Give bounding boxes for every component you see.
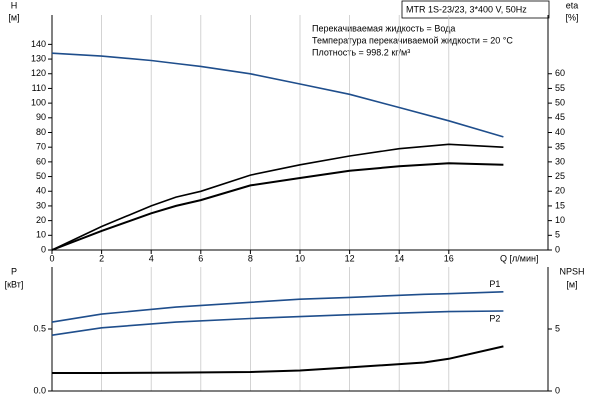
- x-tick-label: 4: [149, 253, 154, 263]
- info-text: MTR 1S-23/23, 3*400 V, 50Hz: [406, 4, 527, 14]
- curve: [52, 345, 504, 374]
- y2-axis-label: NPSH: [559, 266, 584, 276]
- y-axis-label: P: [11, 266, 17, 276]
- y-axis-unit: [кВт]: [5, 279, 24, 289]
- curve: [51, 143, 504, 251]
- x-tick-label: 16: [444, 253, 454, 263]
- y2-tick-label: 40: [555, 127, 565, 137]
- x-axis-label: Q [л/мин]: [500, 253, 538, 263]
- y-tick-label: 60: [36, 156, 46, 166]
- y-tick-label: 70: [36, 142, 46, 152]
- y2-axis-label: eta: [566, 0, 579, 10]
- y2-axis-unit: [%]: [565, 12, 578, 22]
- y-axis-unit: [м]: [8, 12, 19, 22]
- y-tick-label: 100: [31, 98, 46, 108]
- y2-tick-label: 50: [555, 98, 565, 108]
- x-tick-label: 14: [394, 253, 404, 263]
- series-label: P1: [489, 279, 500, 289]
- annotation: Температура перекачиваемой жидкости = 20…: [312, 35, 513, 45]
- x-tick-label: 8: [248, 253, 253, 263]
- annotation: Плотность = 998.2 кг/м³: [312, 47, 410, 57]
- y-tick-label: 130: [31, 53, 46, 63]
- y-axis-label: H: [11, 0, 18, 10]
- y2-tick-label: 25: [555, 171, 565, 181]
- y-tick-label: 30: [36, 200, 46, 210]
- y2-tick-label: 60: [555, 68, 565, 78]
- curve: [51, 291, 504, 323]
- y-tick-label: 20: [36, 215, 46, 225]
- curve: [51, 310, 504, 336]
- y-tick-label: 140: [31, 39, 46, 49]
- y-tick-label: 0.0: [33, 385, 46, 395]
- y2-axis-unit: [м]: [566, 279, 577, 289]
- info-box: [401, 0, 550, 19]
- x-tick-label: 2: [99, 253, 104, 263]
- y2-tick-label: 30: [555, 156, 565, 166]
- y2-tick-label: 45: [555, 112, 565, 122]
- annotation: Перекачиваемая жидкость = Вода: [312, 23, 455, 33]
- series-label: P2: [489, 313, 500, 323]
- x-tick-label: 6: [198, 253, 203, 263]
- y-tick-label: 120: [31, 68, 46, 78]
- y-tick-label: 0.5: [33, 323, 46, 333]
- y2-tick-label: 55: [555, 83, 565, 93]
- y-tick-label: 40: [36, 186, 46, 196]
- y-tick-label: 50: [36, 171, 46, 181]
- curve: [51, 52, 504, 138]
- y-tick-label: 110: [32, 83, 46, 93]
- y-tick-label: 0: [41, 244, 46, 254]
- y-tick-label: 90: [36, 112, 46, 122]
- y2-tick-label: 35: [555, 142, 565, 152]
- curve: [51, 162, 504, 251]
- y2-tick-label: 5: [555, 323, 560, 333]
- y-tick-label: 10: [36, 230, 46, 240]
- y2-tick-label: 10: [555, 215, 565, 225]
- y2-tick-label: 5: [555, 230, 560, 240]
- y2-tick-label: 20: [555, 186, 565, 196]
- y-tick-label: 80: [36, 127, 46, 137]
- y2-tick-label: 0: [555, 244, 560, 254]
- y2-tick-label: 0: [555, 385, 560, 395]
- x-tick-label: 10: [295, 253, 305, 263]
- y2-tick-label: 15: [555, 200, 565, 210]
- x-tick-label: 0: [49, 253, 54, 263]
- x-tick-label: 12: [345, 253, 355, 263]
